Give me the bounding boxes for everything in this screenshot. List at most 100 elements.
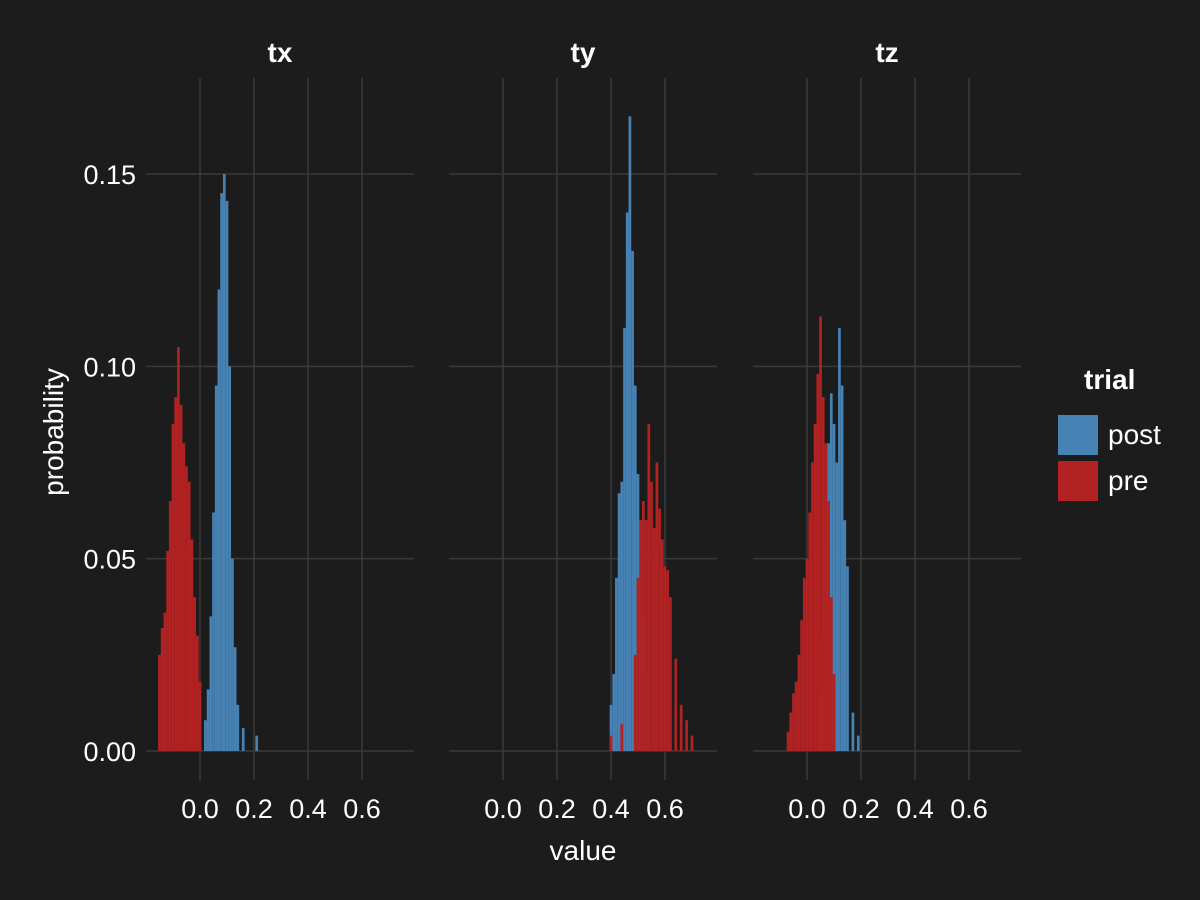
bar-tz-pre — [792, 693, 795, 751]
y-tick-label: 0.10 — [83, 352, 136, 382]
bar-ty-pre — [663, 566, 667, 751]
bar-ty-post — [609, 704, 613, 751]
x-tick-label: 0.2 — [235, 794, 273, 824]
bar-tx-post — [204, 720, 207, 751]
x-tick-label: 0.4 — [896, 794, 934, 824]
bar-ty-post — [628, 116, 632, 752]
bar-ty-pre — [679, 704, 683, 751]
bar-tx-pre — [187, 481, 191, 751]
bar-tx-pre — [168, 500, 172, 751]
bar-tx-pre — [195, 635, 199, 751]
x-tick-label: 0.6 — [646, 794, 684, 824]
bar-tz-pre — [819, 316, 822, 751]
bar-tz-pre — [832, 674, 836, 751]
x-tick-label: 0.0 — [181, 794, 219, 824]
bar-tz-post — [832, 424, 836, 751]
bar-tx-pre — [185, 466, 188, 751]
y-axis-title: probability — [38, 368, 69, 496]
bar-ty-pre — [690, 735, 694, 751]
bar-tx-post — [241, 727, 245, 751]
bar-tx-post — [209, 616, 213, 751]
x-tick-label: 0.2 — [842, 794, 880, 824]
bar-ty-post — [615, 577, 618, 751]
bar-tx-pre — [174, 397, 178, 751]
bar-tx-pre — [179, 404, 183, 751]
bar-tz-pre — [816, 374, 820, 751]
bar-ty-pre — [674, 658, 678, 751]
bar-tx-pre — [190, 539, 194, 751]
bar-ty-pre — [666, 570, 670, 751]
bar-tx-post — [231, 558, 234, 751]
bar-ty-post — [633, 385, 637, 751]
bar-tx-pre — [160, 627, 164, 751]
bar-ty-pre — [620, 724, 624, 751]
bar-tx-post — [212, 512, 215, 751]
bar-tz-post — [835, 462, 839, 751]
bar-tz-pre — [829, 597, 833, 751]
bar-tz-pre — [821, 397, 825, 751]
bar-ty-post — [623, 327, 626, 751]
bar-tz-post — [856, 735, 860, 751]
bar-tz-pre — [789, 712, 793, 751]
bar-tx-post — [222, 174, 226, 751]
x-tick-label: 0.4 — [592, 794, 630, 824]
legend-swatch-pre — [1058, 461, 1098, 501]
bar-tx-pre — [171, 424, 175, 751]
legend-label-post: post — [1108, 419, 1161, 450]
bar-ty-pre — [650, 481, 653, 751]
x-tick-label: 0.6 — [950, 794, 988, 824]
legend: trial post pre — [1058, 364, 1161, 501]
x-tick-label: 0.4 — [289, 794, 327, 824]
bar-tz-pre — [827, 500, 830, 751]
bar-tz-pre — [808, 512, 812, 751]
y-tick-label: 0.05 — [83, 545, 136, 575]
bar-ty-pre — [655, 462, 659, 751]
bar-ty-pre — [633, 654, 637, 751]
bar-ty-pre — [652, 527, 656, 751]
bar-ty-pre — [639, 520, 643, 751]
bar-tz-post — [851, 712, 855, 751]
bar-ty-pre — [685, 720, 688, 751]
bar-tz-pre — [813, 424, 817, 751]
bar-tz-pre — [797, 654, 801, 751]
facet-panel-ty: ty 0.0 0.2 0.4 0.6 — [449, 37, 717, 824]
legend-swatch-post — [1058, 415, 1098, 455]
bar-ty-pre — [647, 424, 651, 751]
bar-tx-pre — [198, 681, 202, 751]
y-tick-label: 0.00 — [83, 737, 136, 767]
bar-tz-pre — [824, 443, 828, 751]
bar-tx-post — [228, 366, 232, 751]
x-tick-label: 0.0 — [484, 794, 522, 824]
x-tick-label: 0.0 — [788, 794, 826, 824]
bar-tz-post — [829, 393, 833, 751]
x-tick-label: 0.2 — [538, 794, 576, 824]
bar-ty-post — [612, 674, 616, 751]
bar-ty-pre — [660, 539, 664, 751]
bar-tz-pre — [802, 577, 806, 751]
bar-ty-post — [617, 493, 621, 751]
bar-ty-pre — [658, 508, 661, 751]
legend-title: trial — [1084, 364, 1135, 395]
facet-panels: tx 0.0 0.2 0.4 0.6 ty 0.0 0.2 0.4 0.6 tz 0.0 0.2 0.4 0… — [83, 37, 1021, 824]
bar-tz-post — [843, 520, 847, 751]
bar-tx-post — [233, 647, 237, 751]
bar-ty-post — [625, 212, 629, 751]
bar-tx-post — [255, 735, 259, 751]
bar-ty-pre — [644, 520, 648, 751]
bar-tz-pre — [805, 558, 809, 751]
y-tick-label: 0.15 — [83, 160, 136, 190]
bar-tz-post — [838, 327, 841, 751]
bar-tx-post — [214, 385, 218, 751]
bar-tx-post — [220, 193, 223, 751]
facet-title-tx: tx — [268, 37, 293, 68]
legend-label-pre: pre — [1108, 465, 1148, 496]
bar-tx-post — [206, 689, 210, 751]
facet-title-tz: tz — [875, 37, 898, 68]
bar-tx-post — [217, 289, 221, 751]
bar-ty-post — [631, 250, 634, 751]
facet-title-ty: ty — [571, 37, 596, 68]
bar-tz-pre — [811, 462, 814, 751]
bar-tx-pre — [166, 550, 169, 751]
y-axis-ticks: 0.00 0.05 0.10 0.15 — [83, 160, 136, 767]
